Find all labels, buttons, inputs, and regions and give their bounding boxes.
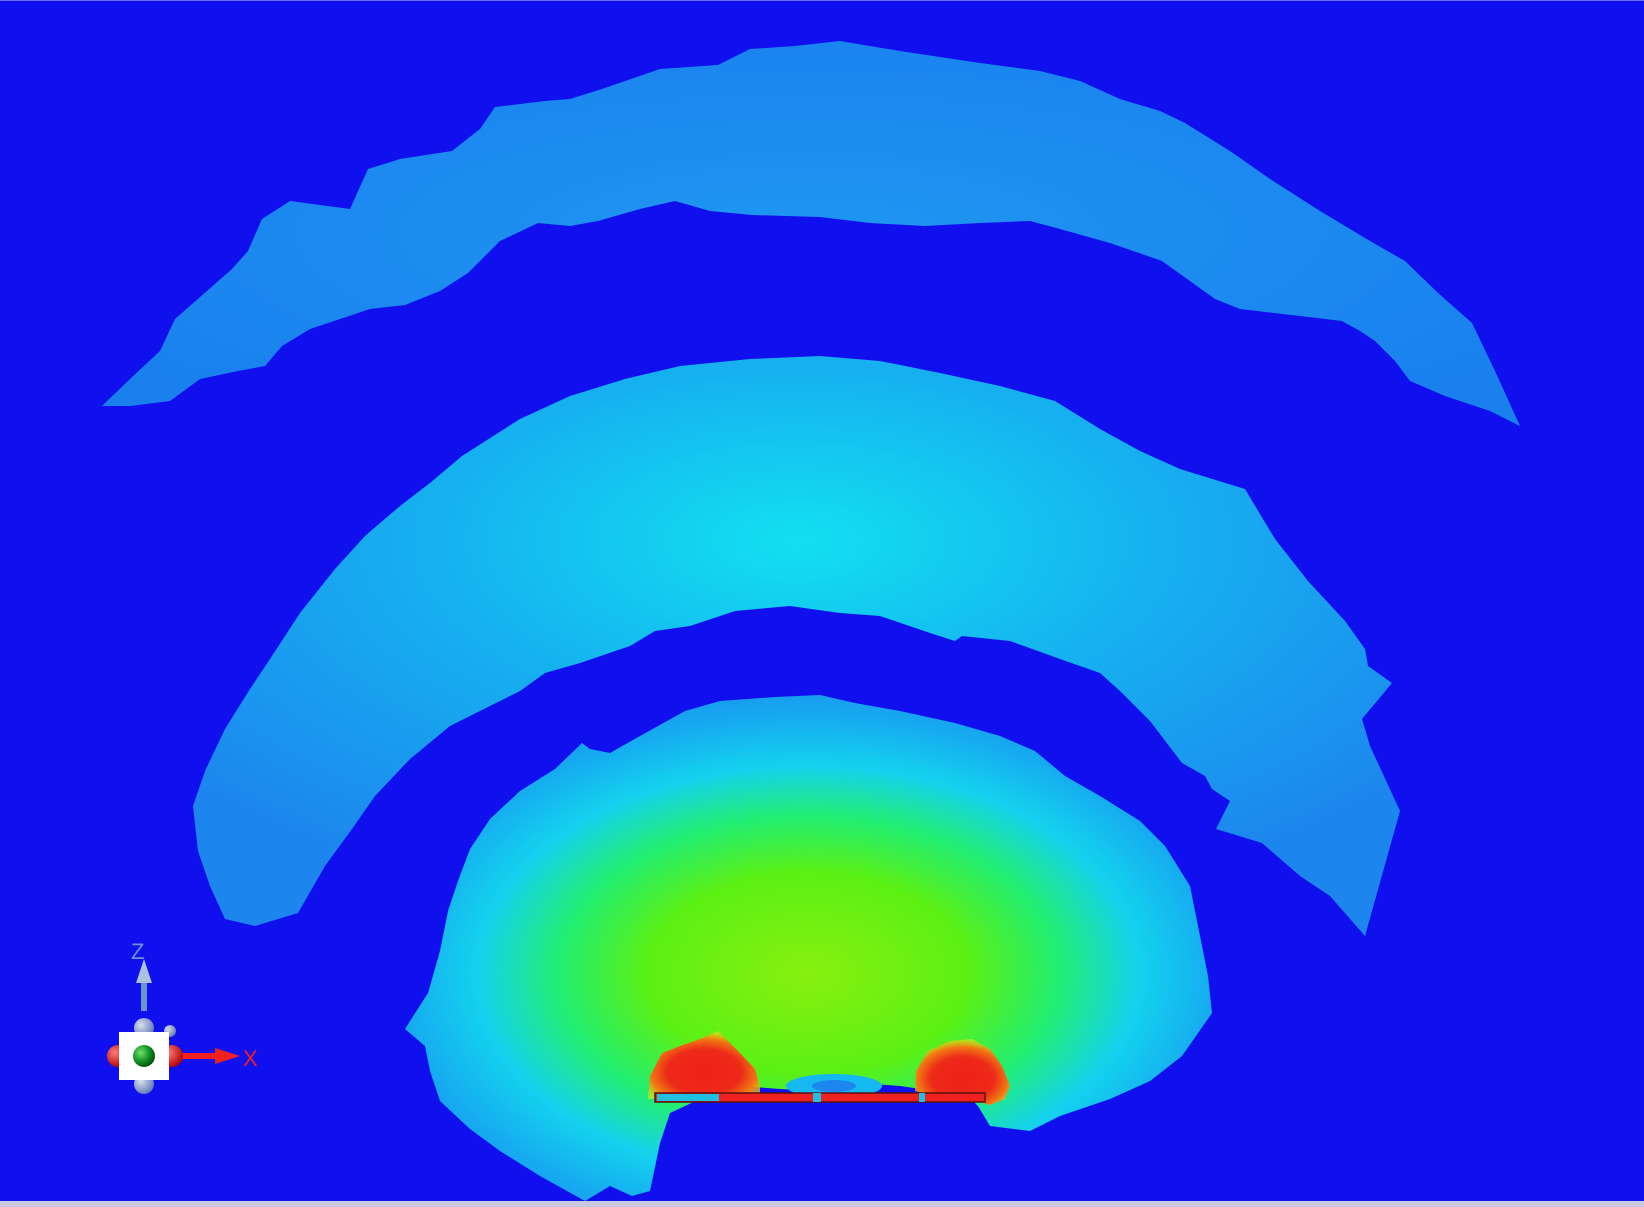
z-axis-label: Z	[131, 939, 144, 964]
left-hot-spot	[648, 1031, 760, 1099]
right-hot-spot	[915, 1039, 1010, 1105]
outer-wavefront-band	[102, 41, 1520, 426]
antenna-pcb-strip[interactable]	[654, 1092, 986, 1103]
viewport-bottom-border	[0, 1201, 1644, 1207]
z-axis-arrowhead	[136, 959, 152, 983]
green-sphere-icon	[133, 1045, 155, 1067]
x-axis-label: X	[243, 1046, 258, 1071]
via-marker	[919, 1093, 925, 1102]
central-field-null-core	[812, 1080, 856, 1092]
axes-triad: Z X	[107, 939, 258, 1094]
inner-near-field-lobe	[405, 695, 1212, 1201]
x-axis-arrowhead	[215, 1048, 240, 1064]
middle-wavefront-band	[193, 356, 1400, 936]
feed-port-marker	[813, 1093, 821, 1102]
